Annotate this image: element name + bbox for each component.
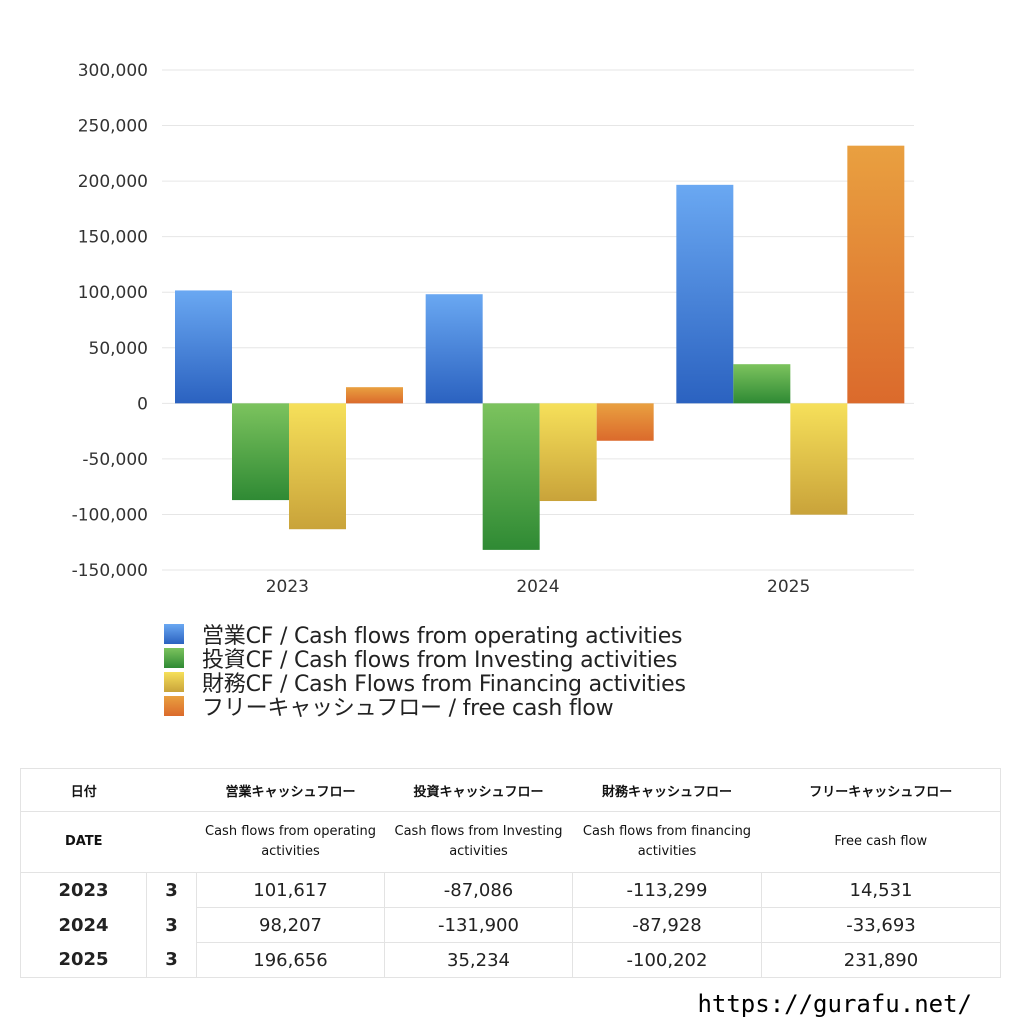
- row-year: 2024: [20, 907, 147, 943]
- table-row: 2023 3 101,617 -87,086 -113,299 14,531: [20, 872, 1001, 908]
- header-fcf-jp: フリーキャッシュフロー: [761, 768, 1001, 812]
- row-year: 2023: [20, 872, 147, 908]
- header-fcf-en: Free cash flow: [761, 811, 1001, 873]
- y-tick-label: -150,000: [72, 561, 148, 581]
- legend-swatch-fcf: [164, 696, 184, 716]
- bar-2024-series-3: [596, 403, 654, 441]
- legend-item-investing: 投資CF / Cash flows from Investing activit…: [164, 646, 686, 673]
- x-tick-label: 2024: [516, 577, 559, 597]
- header-spacer-en: [146, 811, 197, 873]
- legend-item-operating: 営業CF / Cash flows from operating activit…: [164, 622, 686, 649]
- bars: [175, 145, 905, 550]
- legend-label-financing: 財務CF / Cash Flows from Financing activit…: [202, 672, 686, 697]
- row-investing: 35,234: [384, 942, 573, 978]
- y-tick-label: -50,000: [82, 450, 148, 470]
- x-tick-label: 2025: [767, 577, 810, 597]
- table-header-jp: 日付 営業キャッシュフロー 投資キャッシュフロー 財務キャッシュフロー フリーキ…: [20, 768, 1001, 812]
- row-month: 3: [146, 907, 197, 943]
- row-fcf: 231,890: [761, 942, 1001, 978]
- header-investing-en: Cash flows from Investing activities: [384, 811, 573, 873]
- bar-2024-series-2: [539, 403, 597, 502]
- header-operating-en: Cash flows from operating activities: [196, 811, 385, 873]
- cash-flow-table: 日付 営業キャッシュフロー 投資キャッシュフロー 財務キャッシュフロー フリーキ…: [20, 768, 1001, 978]
- bar-2025-series-0: [676, 184, 734, 404]
- y-tick-label: 200,000: [78, 172, 148, 192]
- header-financing-jp: 財務キャッシュフロー: [572, 768, 762, 812]
- bar-2023-series-0: [175, 290, 232, 404]
- legend-label-fcf: フリーキャッシュフロー / free cash flow: [202, 696, 614, 721]
- row-financing: -87,928: [572, 907, 762, 943]
- header-financing-en: Cash flows from financing activities: [572, 811, 762, 873]
- header-spacer: [146, 768, 197, 812]
- header-operating-jp: 営業キャッシュフロー: [196, 768, 385, 812]
- legend-swatch-operating: [164, 624, 184, 644]
- x-axis-tick-labels: 2023 2024 2025: [266, 577, 811, 597]
- legend-swatch-financing: [164, 672, 184, 692]
- row-financing: -100,202: [572, 942, 762, 978]
- y-tick-label: 50,000: [89, 339, 148, 359]
- legend-label-operating: 営業CF / Cash flows from operating activit…: [202, 624, 683, 649]
- y-tick-label: 150,000: [78, 228, 148, 248]
- bar-2023-series-2: [289, 403, 346, 530]
- row-operating: 101,617: [196, 872, 385, 908]
- header-date-en: DATE: [20, 811, 147, 873]
- bar-2024-series-0: [425, 294, 483, 404]
- site-url[interactable]: https://gurafu.net/: [697, 990, 972, 1018]
- legend-item-fcf: フリーキャッシュフロー / free cash flow: [164, 694, 686, 721]
- y-tick-label: 0: [137, 394, 148, 414]
- table-row: 2025 3 196,656 35,234 -100,202 231,890: [20, 942, 1001, 978]
- bar-2024-series-1: [482, 403, 540, 550]
- row-fcf: 14,531: [761, 872, 1001, 908]
- header-investing-jp: 投資キャッシュフロー: [384, 768, 573, 812]
- y-tick-label: 300,000: [78, 61, 148, 81]
- row-investing: -131,900: [384, 907, 573, 943]
- row-month: 3: [146, 942, 197, 978]
- bar-2025-series-2: [790, 403, 848, 515]
- header-date-jp: 日付: [20, 768, 147, 812]
- bar-2023-series-1: [232, 403, 289, 501]
- y-axis-tick-labels: 300,000 250,000 200,000 150,000 100,000 50,00…: [72, 61, 148, 581]
- cash-flow-bar-chart: 300,000 250,000 200,000 150,000 100,000 50,00…: [72, 61, 914, 597]
- y-tick-label: -100,000: [72, 505, 148, 525]
- table-row: 2024 3 98,207 -131,900 -87,928 -33,693: [20, 907, 1001, 943]
- legend-swatch-investing: [164, 648, 184, 668]
- table-header-en: DATE Cash flows from operating activitie…: [20, 811, 1001, 873]
- bar-2023-series-3: [346, 387, 403, 404]
- row-financing: -113,299: [572, 872, 762, 908]
- legend-item-financing: 財務CF / Cash Flows from Financing activit…: [164, 670, 686, 697]
- row-month: 3: [146, 872, 197, 908]
- bar-2025-series-3: [847, 145, 905, 404]
- row-operating: 98,207: [196, 907, 385, 943]
- y-tick-label: 100,000: [78, 283, 148, 303]
- bar-2025-series-1: [733, 364, 791, 404]
- y-tick-label: 250,000: [78, 117, 148, 137]
- row-operating: 196,656: [196, 942, 385, 978]
- legend: 営業CF / Cash flows from operating activit…: [164, 622, 686, 721]
- row-investing: -87,086: [384, 872, 573, 908]
- row-fcf: -33,693: [761, 907, 1001, 943]
- row-year: 2025: [20, 942, 147, 978]
- x-tick-label: 2023: [266, 577, 309, 597]
- legend-label-investing: 投資CF / Cash flows from Investing activit…: [202, 648, 678, 673]
